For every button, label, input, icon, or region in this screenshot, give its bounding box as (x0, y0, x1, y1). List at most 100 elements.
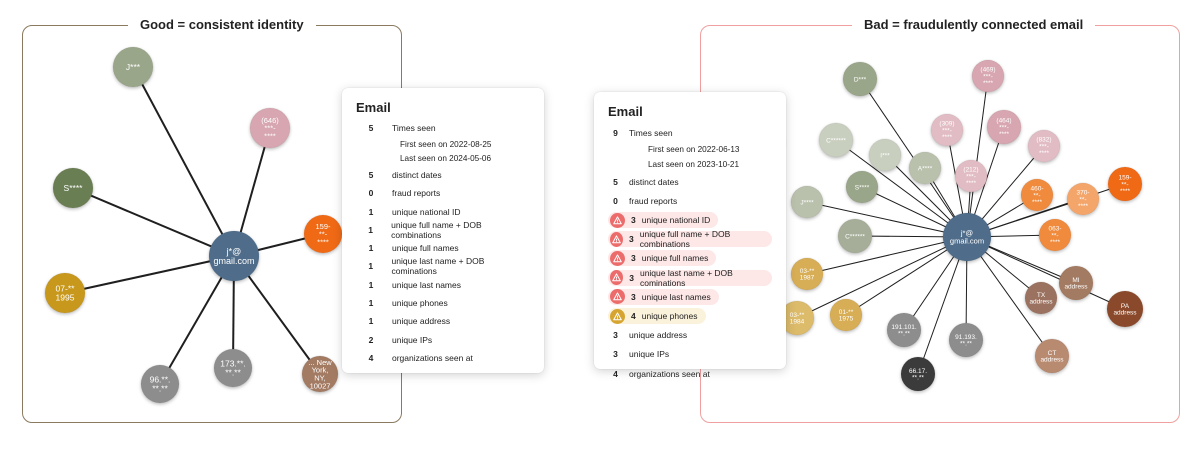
node-r14-circle (1020, 178, 1054, 212)
email-hub-node-label: gmail.com (950, 237, 984, 246)
node-n1-circle (112, 46, 154, 88)
node-r4[interactable]: I*** (868, 138, 902, 172)
stat-count: 1 (368, 224, 373, 235)
node-n1[interactable]: J*** (112, 46, 154, 88)
flag-pill: 3 unique full name + DOB combinations (608, 229, 772, 249)
stat-label: organizations seen at (629, 368, 710, 379)
node-r7-label: (464) (996, 117, 1011, 124)
node-r13[interactable]: 159-**-**** (1107, 166, 1143, 202)
stat-row: First seen on 2022-08-25 (356, 137, 530, 151)
node-r9[interactable]: (212)***-**** (954, 159, 988, 193)
node-n6-circle (301, 355, 339, 393)
node-n4-label: 159- (315, 222, 331, 231)
node-n8[interactable]: 96.**.**.** (140, 364, 180, 404)
stat-count: 5 (368, 123, 374, 134)
node-n2[interactable]: (646)***-**** (249, 107, 291, 149)
node-n6-label: York, (312, 366, 329, 375)
stat-row: 0 fraud reports (356, 184, 530, 202)
node-r13-label: 159- (1118, 174, 1131, 181)
node-r2[interactable]: (469)***-**** (971, 59, 1005, 93)
node-r4-circle (868, 138, 902, 172)
node-n3-label: S**** (64, 183, 84, 193)
node-r12[interactable]: C****** (837, 218, 873, 254)
node-r24[interactable]: 191.101.**.** (886, 312, 922, 348)
node-r15-label: **** (1078, 203, 1089, 210)
node-r11[interactable]: J**** (790, 185, 824, 219)
stat-row: 4 unique phones (608, 306, 772, 325)
node-r6-circle (930, 113, 964, 147)
stat-sub-label: First seen on 2022-08-25 (400, 139, 492, 149)
node-r17-label: 03-** (800, 268, 815, 275)
stat-label: unique full names (641, 253, 709, 264)
stat-count: 0 (613, 195, 618, 206)
node-r3-label: C****** (826, 137, 846, 144)
node-n7[interactable]: 173.**.**.** (213, 348, 253, 388)
node-r21-circle (1024, 281, 1058, 315)
node-r3[interactable]: C****** (818, 122, 854, 158)
stat-count: 9 (613, 127, 618, 138)
edge-n3 (72, 187, 235, 257)
node-r19-label: 1975 (839, 316, 854, 323)
email-hub-node[interactable]: j*@gmail.com (942, 212, 992, 262)
node-r6-label: **** (942, 134, 953, 141)
node-r15[interactable]: 370-**-**** (1066, 182, 1100, 216)
node-r24-label: 191.101. (891, 324, 916, 331)
node-n3[interactable]: S**** (52, 167, 94, 209)
node-r16[interactable]: 063-**-**** (1038, 218, 1072, 252)
node-r8-circle (1027, 129, 1061, 163)
stat-label: unique IPs (392, 334, 433, 345)
node-r8[interactable]: (832)***-**** (1027, 129, 1061, 163)
edge-r2 (966, 75, 989, 238)
node-r25[interactable]: 91.193.**.** (948, 322, 984, 358)
node-r7[interactable]: (464)***-**** (986, 109, 1022, 145)
warning-icon (610, 270, 624, 286)
node-r10[interactable]: S**** (845, 170, 879, 204)
stat-row: 4 organizations seen at (356, 349, 530, 367)
stat-row: First seen on 2022-06-13 (608, 142, 772, 157)
stat-label: distinct dates (392, 169, 442, 180)
node-r5[interactable]: A**** (908, 151, 942, 185)
node-r6[interactable]: (309)***-**** (930, 113, 964, 147)
email-hub-node[interactable]: j*@gmail.com (208, 230, 260, 282)
stat-row: 1 unique last names (356, 276, 530, 294)
stat-row: 9 Times seen (608, 123, 772, 142)
node-r19[interactable]: 01-**1975 (829, 298, 863, 332)
stat-label: unique last name + DOB cominations (639, 267, 733, 288)
node-r14[interactable]: 460-**-**** (1020, 178, 1054, 212)
node-r26[interactable]: 66.17.**.** (900, 356, 936, 392)
stat-count: 1 (368, 279, 374, 290)
node-r16-label: 063- (1048, 225, 1061, 232)
stat-count: 3 (631, 253, 636, 264)
node-n5-label: 1995 (56, 292, 75, 302)
node-r17[interactable]: 03-**1987 (790, 257, 824, 291)
flag-pill: 3 unique full names (608, 250, 717, 267)
edge-n5 (64, 255, 235, 294)
node-r14-label: **** (1032, 199, 1043, 206)
right-email-card: Email 9 Times seen First seen on 2022-06-1… (594, 92, 786, 379)
node-r15-label: 370- (1076, 189, 1089, 196)
edge-r18 (796, 236, 968, 319)
node-r25-circle (948, 322, 984, 358)
stat-label: unique national ID (392, 206, 461, 217)
node-n5-label: 07-** (56, 284, 76, 294)
node-r1[interactable]: D*** (842, 61, 878, 97)
node-r16-label: **- (1051, 232, 1058, 239)
stat-count: 3 (613, 330, 618, 341)
stat-row: 5 Times seen (356, 119, 530, 137)
node-n2-label: (646) (261, 116, 279, 125)
stat-row: 1 unique phones (356, 294, 530, 312)
flag-pill: 3 unique last names (608, 288, 719, 305)
node-n4[interactable]: 159-**-**** (303, 214, 343, 254)
node-n5[interactable]: 07-**1995 (44, 272, 86, 314)
stat-count: 1 (368, 206, 374, 217)
node-r13-label: **** (1120, 188, 1131, 195)
node-r4-label: I*** (880, 152, 890, 159)
node-r2-label: (469) (980, 66, 995, 73)
node-r23-label: CT (1048, 350, 1057, 357)
stat-count: 2 (368, 334, 374, 345)
